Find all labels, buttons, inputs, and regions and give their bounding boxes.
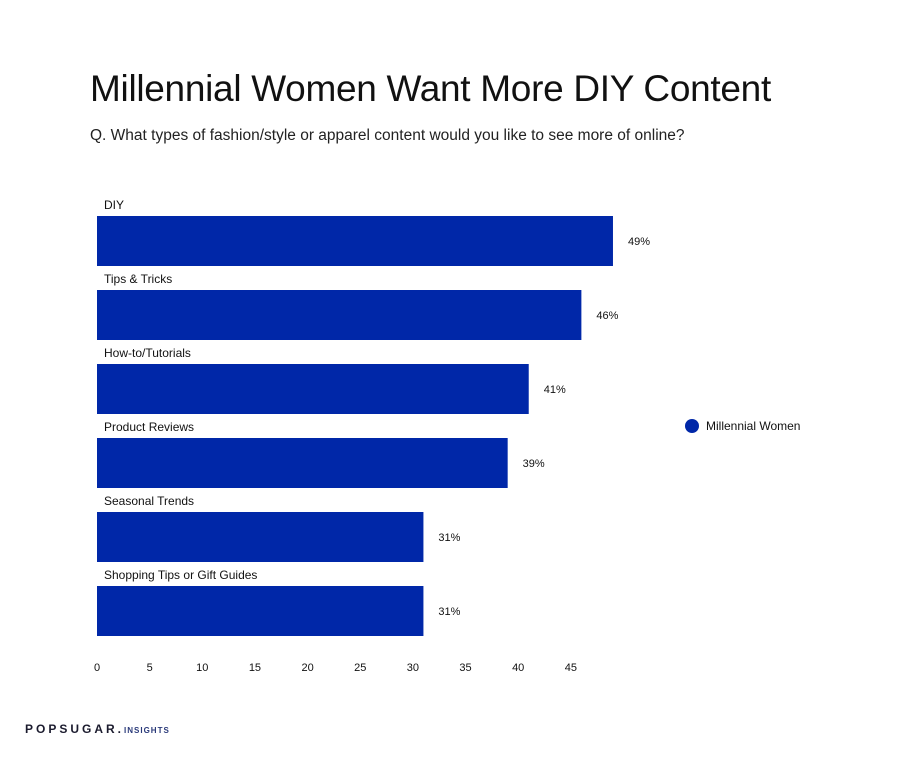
legend-label: Millennial Women [706,419,800,433]
category-label: Seasonal Trends [104,494,194,508]
data-label: 49% [628,236,650,248]
data-label: 39% [523,458,545,470]
x-tick-label: 20 [301,662,313,674]
bar [97,364,529,414]
bar [97,586,424,636]
x-tick-label: 15 [249,662,261,674]
x-tick-label: 5 [147,662,153,674]
x-tick-label: 40 [512,662,524,674]
brand-name: POPSUGAR. [25,722,125,736]
x-tick-label: 0 [94,662,100,674]
x-tick-label: 10 [196,662,208,674]
chart-title: Millennial Women Want More DIY Content [90,68,771,109]
bar [97,290,582,340]
x-tick-label: 35 [459,662,471,674]
x-tick-label: 30 [407,662,419,674]
bar [97,512,424,562]
brand-sub: INSIGHTS [124,726,170,735]
category-label: How-to/Tutorials [104,346,191,360]
data-label: 46% [596,310,618,322]
data-label: 41% [544,384,566,396]
legend-marker [685,419,699,433]
x-tick-label: 25 [354,662,366,674]
category-label: Tips & Tricks [104,272,172,286]
category-label: Shopping Tips or Gift Guides [104,568,257,582]
popsugar-insights-logo: POPSUGAR.INSIGHTS [25,722,170,736]
bar [97,216,613,266]
category-label: Product Reviews [104,420,194,434]
chart-subtitle: Q. What types of fashion/style or appare… [90,127,685,144]
data-label: 31% [438,606,460,618]
x-tick-label: 45 [565,662,577,674]
data-label: 31% [438,532,460,544]
category-label: DIY [104,198,124,212]
bar [97,438,508,488]
